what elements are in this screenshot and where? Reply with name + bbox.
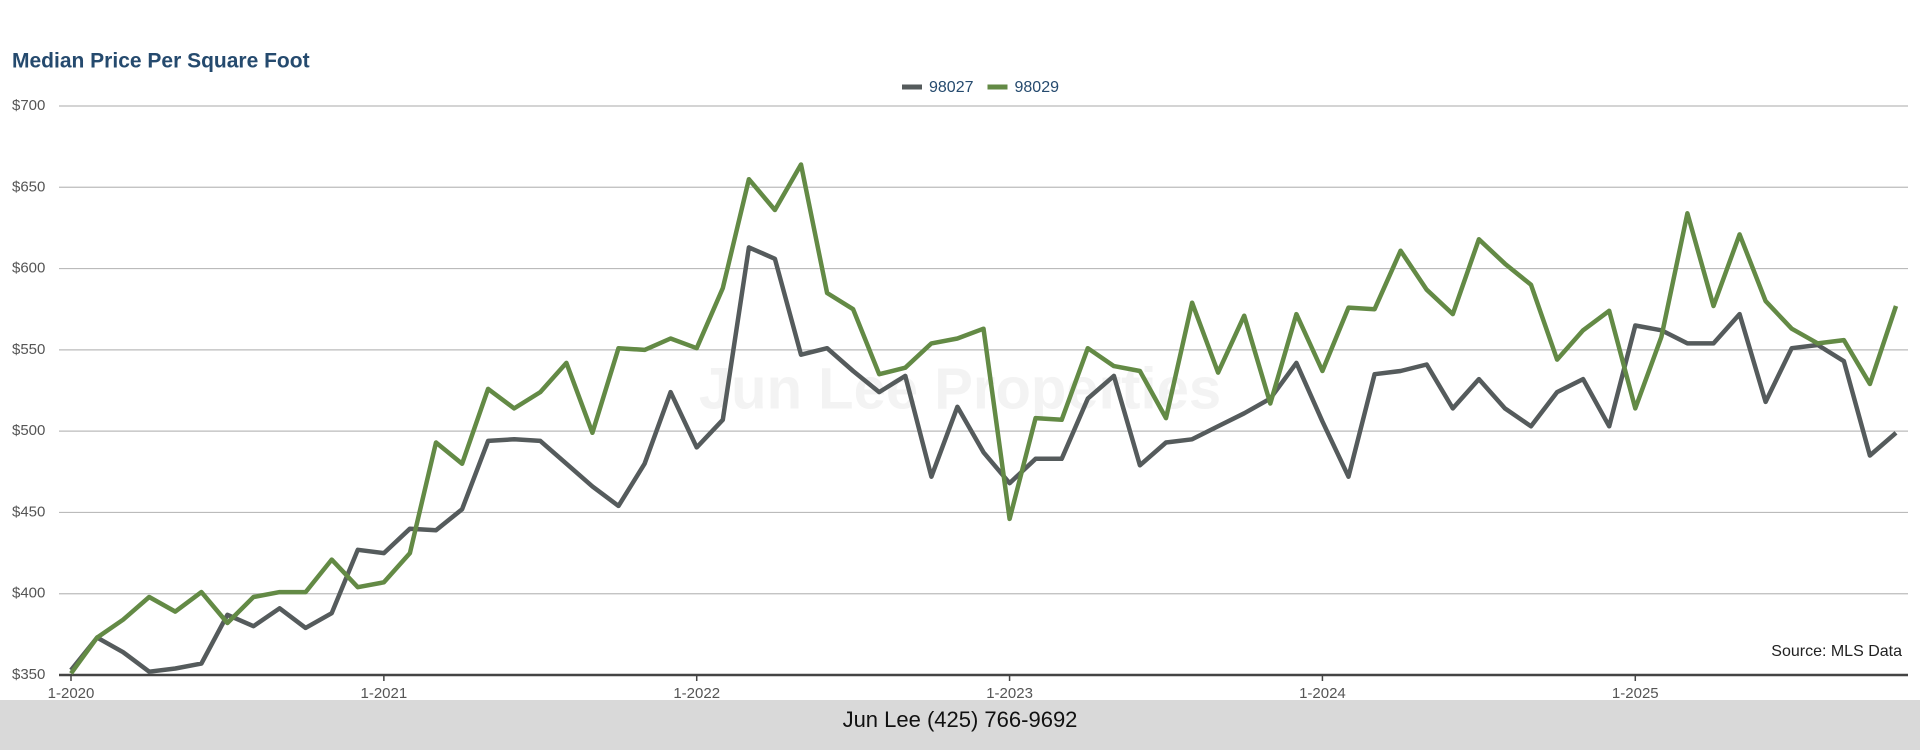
legend-label: 98027 [929,79,974,96]
y-tick-label: $450 [12,503,45,520]
footer-text: Jun Lee (425) 766-9692 [843,707,1078,732]
series-line [69,245,1898,674]
y-tick-label: $650 [12,178,45,195]
legend-label: 98029 [1015,79,1060,96]
annotation: Source: MLS Data [1771,643,1902,660]
y-tick-label: $550 [12,341,45,358]
y-tick-label: $400 [12,585,45,602]
y-tick-label: $350 [12,666,45,683]
y-tick-label: $600 [12,260,45,277]
x-tick-label: 1-2020 [48,685,95,702]
y-tick-label: $500 [12,422,45,439]
x-tick-label: 1-2022 [673,685,720,702]
x-tick-label: 1-2023 [986,685,1033,702]
chart-title: Median Price Per Square Foot [12,50,310,73]
x-tick-label: 1-2024 [1299,685,1346,702]
x-tick-label: 1-2021 [360,685,407,702]
series-line [69,162,1899,675]
y-tick-label: $700 [12,97,45,114]
x-tick-label: 1-2025 [1612,685,1659,702]
footer-band [0,700,1920,750]
